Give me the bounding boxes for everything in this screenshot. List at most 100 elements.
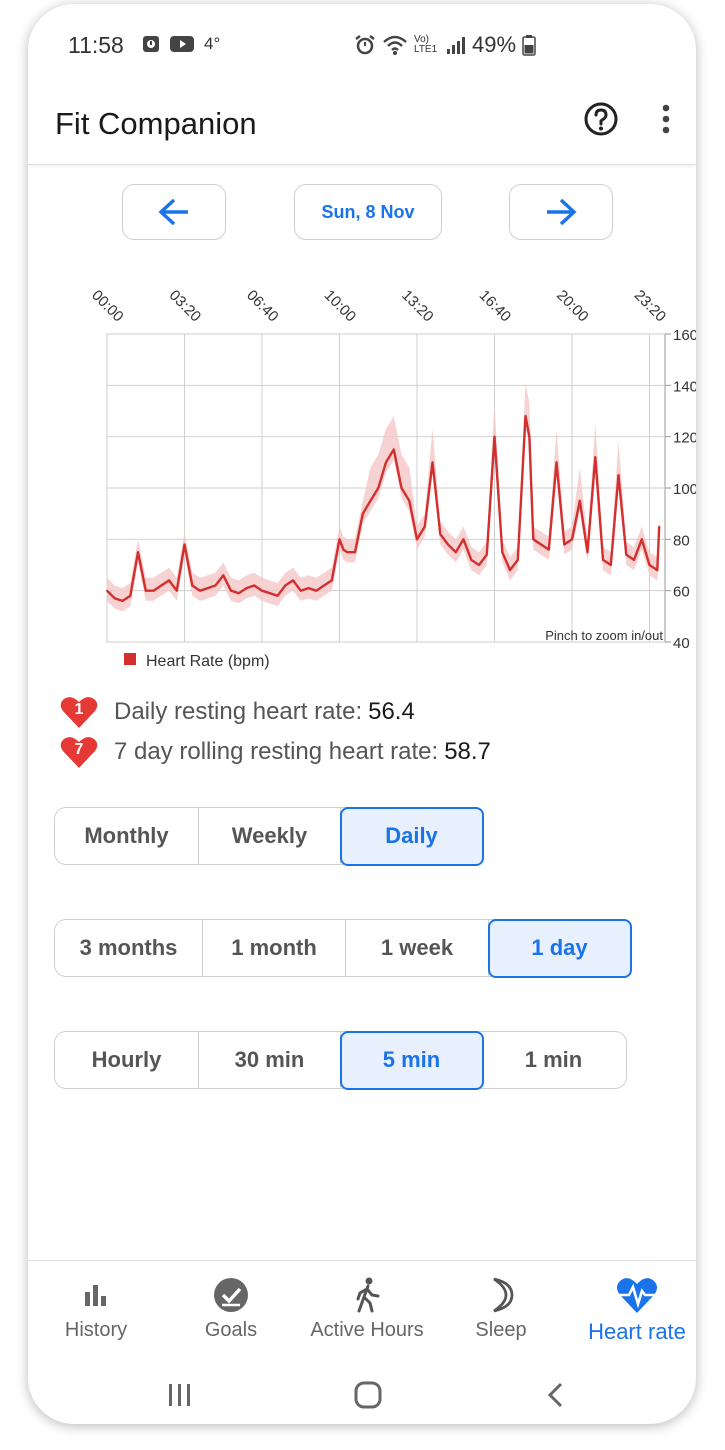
youtube-icon bbox=[170, 36, 194, 52]
nav-heart-rate[interactable]: Heart rate bbox=[577, 1261, 696, 1361]
heart-rate-point bbox=[292, 579, 294, 582]
heart-rate-point bbox=[183, 543, 186, 546]
next-day-button[interactable] bbox=[509, 184, 613, 240]
range-3-months-button[interactable]: 3 months bbox=[55, 920, 203, 976]
resting-heart-rate-stats: 1 Daily resting heart rate: 56.4 7 7 day… bbox=[60, 692, 680, 772]
heart-rate-point bbox=[361, 512, 364, 515]
range-1-day-button[interactable]: 1 day bbox=[487, 918, 632, 978]
heart-rate-point bbox=[284, 584, 287, 587]
heart-rate-chart[interactable]: 160 140 120 100 80 60 40 00:00 03:20 06:40 10:00 13… bbox=[56, 274, 696, 674]
nav-sleep[interactable]: Sleep bbox=[441, 1261, 561, 1361]
previous-day-button[interactable] bbox=[122, 184, 226, 240]
rolling-badge-number: 7 bbox=[74, 741, 84, 758]
aggregation-monthly-button[interactable]: Monthly bbox=[55, 808, 199, 864]
granularity-1-min-button[interactable]: 1 min bbox=[524, 1047, 583, 1072]
x-tick-label: 00:00 bbox=[88, 287, 127, 326]
heart-rate-point bbox=[400, 487, 403, 489]
heart-rate-point bbox=[431, 461, 434, 464]
legend-label: Heart Rate (bpm) bbox=[146, 653, 270, 670]
heart-rate-point bbox=[439, 533, 442, 536]
date-navigation: Sun, 8 Nov bbox=[28, 184, 696, 244]
x-tick-label: 16:40 bbox=[476, 287, 515, 326]
x-tick-label: 23:20 bbox=[631, 287, 670, 326]
heart-rate-point bbox=[377, 487, 380, 489]
heart-rate-point bbox=[540, 543, 542, 546]
heart-rate-point bbox=[640, 538, 643, 541]
moon-icon bbox=[493, 1277, 514, 1313]
aggregation-daily-button[interactable]: Daily bbox=[339, 806, 484, 866]
back-icon[interactable] bbox=[546, 1381, 566, 1409]
aggregation-toggle: Monthly Weekly Daily bbox=[54, 806, 484, 866]
y-tick-label: 40 bbox=[673, 635, 690, 652]
chart-annotation: Pinch to zoom in/out bbox=[545, 628, 663, 643]
more-vert-icon[interactable] bbox=[662, 104, 670, 134]
y-tick-label: 100 bbox=[673, 481, 696, 498]
granularity-5-min-button[interactable]: 5 min bbox=[339, 1030, 484, 1090]
recent-apps-icon[interactable] bbox=[166, 1382, 194, 1408]
heart-rate-point bbox=[555, 461, 558, 464]
heart-badge-icon: 7 bbox=[60, 735, 98, 769]
heart-rate-point bbox=[175, 589, 178, 592]
heart-rate-point bbox=[276, 594, 279, 597]
check-circle-icon bbox=[214, 1278, 248, 1312]
heart-rate-point bbox=[245, 587, 248, 589]
heart-rate-point bbox=[524, 415, 527, 418]
heart-rate-point bbox=[160, 584, 163, 587]
granularity-hourly-button[interactable]: Hourly bbox=[55, 1032, 199, 1088]
x-tick-label: 06:40 bbox=[243, 287, 282, 326]
granularity-30-min-button[interactable]: 30 min bbox=[199, 1032, 341, 1088]
heart-rate-point bbox=[602, 558, 604, 561]
heart-rate-point bbox=[206, 587, 209, 589]
nav-goals[interactable]: Goals bbox=[171, 1261, 291, 1361]
screenshot-app-icon bbox=[143, 36, 159, 52]
heart-rate-point bbox=[609, 564, 612, 566]
heart-rate-point bbox=[470, 558, 473, 561]
nav-active-hours[interactable]: Active Hours bbox=[307, 1261, 427, 1361]
aggregation-weekly-button[interactable]: Weekly bbox=[199, 808, 341, 864]
heart-rate-point bbox=[299, 589, 302, 592]
system-navigation-bar bbox=[28, 1364, 696, 1424]
heart-rate-point bbox=[571, 538, 573, 541]
status-temperature: 4° bbox=[204, 34, 221, 53]
walking-person-icon bbox=[356, 1277, 380, 1313]
x-tick-label: 13:20 bbox=[398, 287, 437, 326]
rolling-resting-label: 7 day rolling resting heart rate: bbox=[114, 738, 439, 765]
heart-rate-point bbox=[656, 569, 659, 572]
heart-rate-point bbox=[454, 551, 457, 554]
heart-rate-point bbox=[648, 564, 651, 566]
granularity-toggle: Hourly 30 min 5 min 1 min bbox=[54, 1030, 627, 1090]
heart-rate-point bbox=[416, 538, 418, 541]
app-bar: Fit Companion bbox=[28, 88, 696, 165]
heart-rate-point bbox=[633, 558, 635, 561]
heart-rate-point bbox=[516, 558, 519, 561]
heart-rate-point bbox=[501, 551, 504, 554]
status-bar: 11:58 4° Vo) LTE1 49% bbox=[28, 4, 696, 88]
arrow-right-icon bbox=[547, 198, 577, 226]
heart-rate-chart-svg[interactable]: 160 140 120 100 80 60 40 00:00 03:20 06:40 10:00 13… bbox=[56, 274, 696, 674]
home-icon[interactable] bbox=[354, 1381, 382, 1409]
nav-active-hours-label: Active Hours bbox=[310, 1319, 424, 1341]
y-tick-label: 160 bbox=[673, 327, 696, 344]
heart-pulse-icon bbox=[617, 1278, 657, 1313]
daily-resting-value: 56.4 bbox=[368, 698, 415, 725]
heart-rate-point bbox=[268, 592, 271, 595]
heart-rate-point bbox=[392, 448, 395, 451]
heart-rate-point bbox=[532, 538, 535, 541]
heart-badge-icon: 1 bbox=[60, 695, 98, 729]
heart-rate-point bbox=[447, 543, 449, 546]
range-1-week-button[interactable]: 1 week bbox=[346, 920, 489, 976]
nav-history[interactable]: History bbox=[36, 1261, 156, 1361]
x-tick-label: 10:00 bbox=[321, 287, 360, 326]
range-1-month-button[interactable]: 1 month bbox=[203, 920, 346, 976]
signal-icon bbox=[447, 37, 465, 54]
y-tick-label: 120 bbox=[673, 430, 696, 447]
nav-goals-label: Goals bbox=[204, 1319, 258, 1341]
question-circle-icon[interactable] bbox=[584, 102, 618, 136]
arrow-left-icon bbox=[158, 198, 188, 226]
y-tick-label: 60 bbox=[673, 584, 690, 601]
status-time: 11:58 bbox=[68, 32, 124, 58]
heart-rate-point bbox=[578, 499, 581, 502]
date-picker-button[interactable]: Sun, 8 Nov bbox=[294, 184, 442, 240]
legend-swatch bbox=[124, 653, 136, 665]
heart-rate-point bbox=[509, 569, 511, 572]
